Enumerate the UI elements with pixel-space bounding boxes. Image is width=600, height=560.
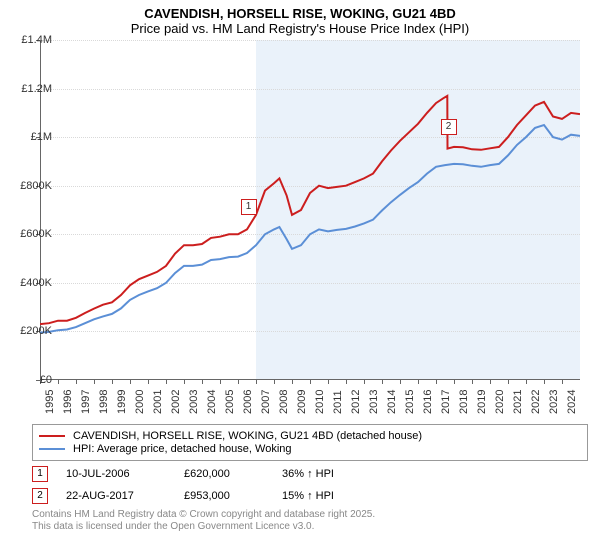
- x-tick-label: 2009: [296, 390, 308, 414]
- x-tick-label: 2020: [494, 390, 506, 414]
- x-tick: [562, 380, 563, 384]
- title-block: CAVENDISH, HORSELL RISE, WOKING, GU21 4B…: [0, 0, 600, 36]
- line-svg: [40, 40, 580, 380]
- x-tick-label: 1996: [62, 390, 74, 414]
- x-tick-label: 2022: [530, 390, 542, 414]
- chart-container: CAVENDISH, HORSELL RISE, WOKING, GU21 4B…: [0, 0, 600, 560]
- legend-label: HPI: Average price, detached house, Woki…: [73, 443, 292, 455]
- y-tick-label: £400K: [12, 277, 52, 289]
- x-tick: [274, 380, 275, 384]
- footer-line2: This data is licensed under the Open Gov…: [32, 521, 588, 533]
- sale-price: £953,000: [184, 490, 264, 502]
- x-tick-label: 2016: [422, 390, 434, 414]
- y-tick-label: £200K: [12, 325, 52, 337]
- x-tick-label: 2013: [368, 390, 380, 414]
- x-tick-label: 2018: [458, 390, 470, 414]
- x-tick-label: 1998: [98, 390, 110, 414]
- x-tick: [490, 380, 491, 384]
- x-tick-label: 2021: [512, 390, 524, 414]
- x-tick: [418, 380, 419, 384]
- x-tick-label: 2005: [224, 390, 236, 414]
- x-tick: [112, 380, 113, 384]
- x-tick: [436, 380, 437, 384]
- plot-area: 12: [40, 40, 580, 380]
- legend: CAVENDISH, HORSELL RISE, WOKING, GU21 4B…: [32, 424, 588, 461]
- x-tick: [94, 380, 95, 384]
- x-tick: [310, 380, 311, 384]
- x-tick: [364, 380, 365, 384]
- x-tick: [472, 380, 473, 384]
- x-tick: [220, 380, 221, 384]
- x-tick-label: 2002: [170, 390, 182, 414]
- x-tick: [544, 380, 545, 384]
- footer: Contains HM Land Registry data © Crown c…: [32, 509, 588, 533]
- x-tick-label: 1997: [80, 390, 92, 414]
- x-tick: [454, 380, 455, 384]
- footer-line1: Contains HM Land Registry data © Crown c…: [32, 509, 588, 521]
- sale-vs-hpi: 15% ↑ HPI: [282, 490, 382, 502]
- legend-swatch: [39, 448, 65, 450]
- x-tick-label: 2007: [260, 390, 272, 414]
- sale-row-marker: 1: [32, 466, 48, 482]
- sale-row: 1 10-JUL-2006 £620,000 36% ↑ HPI: [32, 463, 588, 485]
- x-tick-label: 2015: [404, 390, 416, 414]
- x-tick-label: 2003: [188, 390, 200, 414]
- sale-date: 10-JUL-2006: [66, 468, 166, 480]
- y-tick-label: £0: [12, 374, 52, 386]
- chart-area: 12 £0£200K£400K£600K£800K£1M£1.2M£1.4M19…: [40, 40, 600, 420]
- series-line: [40, 96, 580, 324]
- x-tick-label: 2001: [152, 390, 164, 414]
- x-tick-label: 1999: [116, 390, 128, 414]
- x-tick-label: 2012: [350, 390, 362, 414]
- sale-date: 22-AUG-2017: [66, 490, 166, 502]
- y-tick-label: £1M: [12, 131, 52, 143]
- x-tick: [238, 380, 239, 384]
- legend-row: HPI: Average price, detached house, Woki…: [39, 443, 581, 455]
- sale-row-marker: 2: [32, 488, 48, 504]
- sales-table: 1 10-JUL-2006 £620,000 36% ↑ HPI 2 22-AUG-201…: [32, 463, 588, 507]
- x-tick: [508, 380, 509, 384]
- title-subtitle: Price paid vs. HM Land Registry's House …: [0, 21, 600, 36]
- x-tick-label: 2004: [206, 390, 218, 414]
- x-tick-label: 2019: [476, 390, 488, 414]
- x-tick-label: 2006: [242, 390, 254, 414]
- legend-row: CAVENDISH, HORSELL RISE, WOKING, GU21 4B…: [39, 430, 581, 442]
- x-tick: [148, 380, 149, 384]
- x-tick-label: 2000: [134, 390, 146, 414]
- sale-marker: 2: [441, 119, 457, 135]
- x-tick-label: 2017: [440, 390, 452, 414]
- x-tick: [256, 380, 257, 384]
- sale-vs-hpi: 36% ↑ HPI: [282, 468, 382, 480]
- x-tick-label: 2010: [314, 390, 326, 414]
- x-tick: [166, 380, 167, 384]
- legend-swatch: [39, 435, 65, 437]
- y-tick-label: £600K: [12, 228, 52, 240]
- y-tick-label: £800K: [12, 180, 52, 192]
- x-tick-label: 2008: [278, 390, 290, 414]
- series-line: [40, 125, 580, 333]
- sale-row: 2 22-AUG-2017 £953,000 15% ↑ HPI: [32, 485, 588, 507]
- x-tick-label: 2011: [332, 390, 344, 414]
- title-address: CAVENDISH, HORSELL RISE, WOKING, GU21 4B…: [0, 6, 600, 21]
- legend-label: CAVENDISH, HORSELL RISE, WOKING, GU21 4B…: [73, 430, 422, 442]
- x-tick: [184, 380, 185, 384]
- x-tick: [328, 380, 329, 384]
- x-tick: [76, 380, 77, 384]
- x-tick: [292, 380, 293, 384]
- x-tick-label: 2024: [566, 390, 578, 414]
- y-tick-label: £1.4M: [12, 34, 52, 46]
- x-tick: [58, 380, 59, 384]
- x-tick-label: 2014: [386, 390, 398, 414]
- sale-price: £620,000: [184, 468, 264, 480]
- x-tick: [400, 380, 401, 384]
- x-tick-label: 1995: [44, 390, 56, 414]
- x-tick: [346, 380, 347, 384]
- sale-marker: 1: [241, 199, 257, 215]
- y-tick-label: £1.2M: [12, 83, 52, 95]
- x-tick: [130, 380, 131, 384]
- x-tick: [382, 380, 383, 384]
- x-tick: [202, 380, 203, 384]
- x-tick-label: 2023: [548, 390, 560, 414]
- x-tick: [526, 380, 527, 384]
